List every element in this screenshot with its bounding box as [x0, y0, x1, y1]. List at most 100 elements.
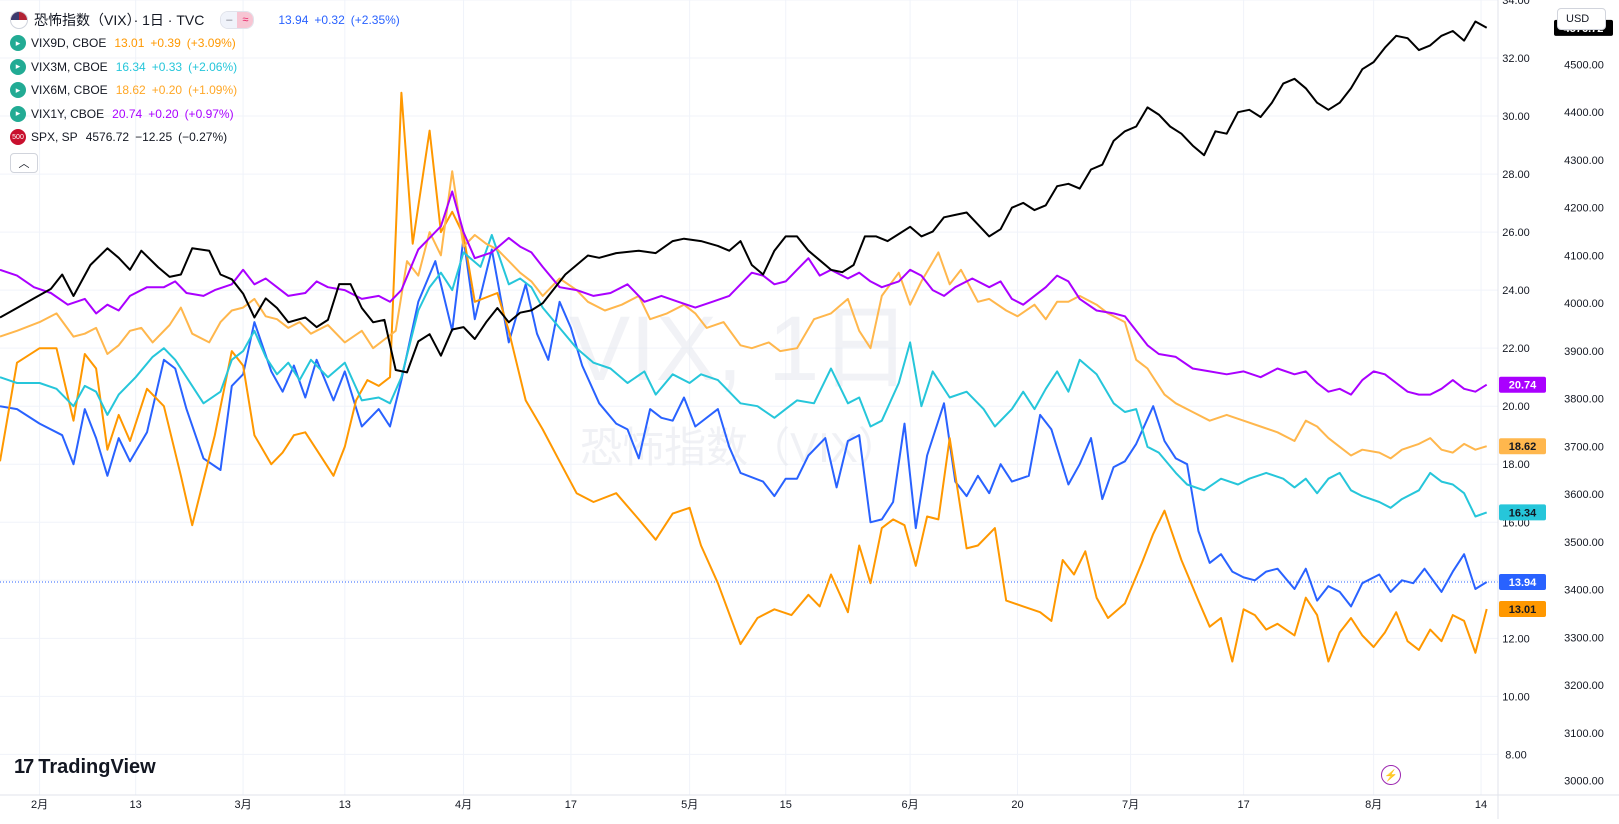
tradingview-logo[interactable]: 17 TradingView: [14, 756, 156, 779]
series-pct: (−0.27%): [178, 130, 228, 145]
wave-icon[interactable]: ≈: [237, 11, 254, 28]
series-line-vix9d: [0, 91, 1488, 663]
series-change: +0.20: [148, 106, 179, 121]
series-pct: (+0.97%): [184, 106, 234, 121]
series-name: VIX1Y, CBOE: [31, 106, 105, 121]
legend-row-vix9d[interactable]: ▸ VIX9D, CBOE 13.01 +0.39 (+3.09%): [10, 32, 400, 56]
x-tick-label: 8月: [1365, 799, 1382, 811]
series-value: 4576.72: [85, 130, 130, 145]
y-tick-label-right: 4000.00: [1564, 298, 1604, 310]
y-tick-label-right: 3200.00: [1564, 680, 1604, 692]
y-tick-label-right: 3100.00: [1564, 728, 1604, 740]
cboe-icon: ▸: [10, 82, 26, 99]
series-change: −12.25: [135, 130, 173, 145]
y-tick-label-left: 32.00: [1502, 53, 1530, 65]
series-value: 20.74: [112, 106, 143, 121]
minus-icon[interactable]: –: [221, 11, 238, 28]
x-tick-label: 15: [780, 799, 792, 811]
watermark-main: VIX, 1日: [569, 298, 912, 400]
series-pct: (+1.09%): [188, 83, 238, 98]
y-tick-label-right: 4300.00: [1564, 155, 1604, 167]
cboe-icon: ▸: [10, 35, 26, 52]
tradingview-logo-icon: 17: [14, 756, 34, 778]
y-tick-label-right: 3700.00: [1564, 441, 1604, 453]
x-tick-label: 17: [565, 799, 577, 811]
legend: 恐怖指数（VIX）· 1日 · TVC – ≈ 13.94 +0.32 (+2.…: [10, 8, 400, 173]
series-name: SPX, SP: [31, 130, 78, 145]
main-change-pct: (+2.35%): [350, 12, 400, 27]
series-line-vix: [0, 236, 1488, 608]
symbol-title[interactable]: 恐怖指数（VIX）· 1日 · TVC: [34, 11, 205, 28]
y-tick-label-left: 28.00: [1502, 169, 1530, 181]
price-tag: 20.74: [1499, 376, 1546, 393]
y-tick-label-left: 24.00: [1502, 285, 1530, 297]
series-value: 18.62: [115, 83, 146, 98]
y-tick-label-right: 3500.00: [1564, 537, 1604, 549]
price-tag-bg: [1499, 376, 1546, 393]
series-name: VIX3M, CBOE: [31, 59, 108, 74]
price-tag-label: 18.62: [1509, 441, 1537, 453]
x-tick-label: 2月: [31, 799, 48, 811]
y-tick-label-right: 4200.00: [1564, 203, 1604, 215]
x-tick-label: 6月: [902, 799, 919, 811]
currency-button[interactable]: USD: [1557, 8, 1606, 30]
y-tick-label-right: 3400.00: [1564, 585, 1604, 597]
x-tick-label: 20: [1011, 799, 1023, 811]
price-tag-bg: [1499, 601, 1546, 618]
cboe-icon: ▸: [10, 105, 26, 122]
series-change: +0.33: [151, 59, 183, 74]
y-tick-label-right: 3800.00: [1564, 394, 1604, 406]
main-change: +0.32: [314, 12, 345, 27]
price-tag: 13.94: [1499, 574, 1546, 591]
series-value: 16.34: [115, 59, 146, 74]
lightning-icon[interactable]: ⚡: [1381, 765, 1401, 785]
price-tag-bg: [1499, 574, 1546, 591]
price-tag-label: 20.74: [1509, 380, 1537, 392]
series-line-vix1y: [0, 190, 1488, 396]
y-tick-label-left: 34.00: [1502, 0, 1530, 7]
price-tag-bg: [1499, 438, 1546, 455]
grid: [0, 0, 1498, 795]
y-tick-label-right: 4500.00: [1564, 59, 1604, 71]
sp500-icon: 500: [10, 129, 26, 146]
y-tick-label-left: 8.00: [1505, 749, 1526, 761]
compare-toggle[interactable]: – ≈: [220, 10, 255, 29]
y-tick-label-left: 18.00: [1502, 459, 1530, 471]
y-tick-label-left: 20.00: [1502, 401, 1530, 413]
x-tick-label: 4月: [455, 799, 472, 811]
series-line-vix3m: [0, 234, 1488, 518]
main-value: 13.94: [278, 12, 309, 27]
legend-row-vix1y[interactable]: ▸ VIX1Y, CBOE 20.74 +0.20 (+0.97%): [10, 102, 400, 126]
price-tag: 18.62: [1499, 438, 1546, 455]
series-pct: (+3.09%): [186, 36, 236, 51]
y-tick-label-right: 4400.00: [1564, 107, 1604, 119]
price-tag-label: 13.01: [1509, 604, 1537, 616]
x-tick-label: 5月: [681, 799, 698, 811]
collapse-legend-button[interactable]: ︿: [10, 153, 38, 173]
x-tick-label: 3月: [235, 799, 252, 811]
series-value: 13.01: [114, 36, 145, 51]
us-flag-icon: [10, 10, 28, 29]
y-tick-label-left: 26.00: [1502, 227, 1530, 239]
y-tick-label-left: 12.00: [1502, 633, 1530, 645]
chevron-up-icon: ︿: [18, 158, 30, 170]
legend-row-spx[interactable]: 500 SPX, SP 4576.72 −12.25 (−0.27%): [10, 126, 400, 150]
y-tick-label-left: 22.00: [1502, 343, 1530, 355]
price-tag: 13.01: [1499, 601, 1546, 618]
y-tick-label-right: 4100.00: [1564, 250, 1604, 262]
series-name: VIX6M, CBOE: [31, 83, 108, 98]
x-tick-label: 14: [1475, 799, 1487, 811]
legend-title-row: 恐怖指数（VIX）· 1日 · TVC – ≈ 13.94 +0.32 (+2.…: [10, 8, 400, 32]
series-group: [0, 20, 1498, 663]
series-change: +0.39: [150, 36, 181, 51]
legend-row-vix3m[interactable]: ▸ VIX3M, CBOE 16.34 +0.33 (+2.06%): [10, 55, 400, 79]
x-tick-label: 17: [1237, 799, 1249, 811]
brand-name: TradingView: [38, 756, 156, 778]
series-pct: (+2.06%): [188, 59, 238, 74]
price-tag-label: 13.94: [1509, 577, 1537, 589]
legend-row-vix6m[interactable]: ▸ VIX6M, CBOE 18.62 +0.20 (+1.09%): [10, 79, 400, 103]
currency-label: USD: [1566, 13, 1590, 25]
